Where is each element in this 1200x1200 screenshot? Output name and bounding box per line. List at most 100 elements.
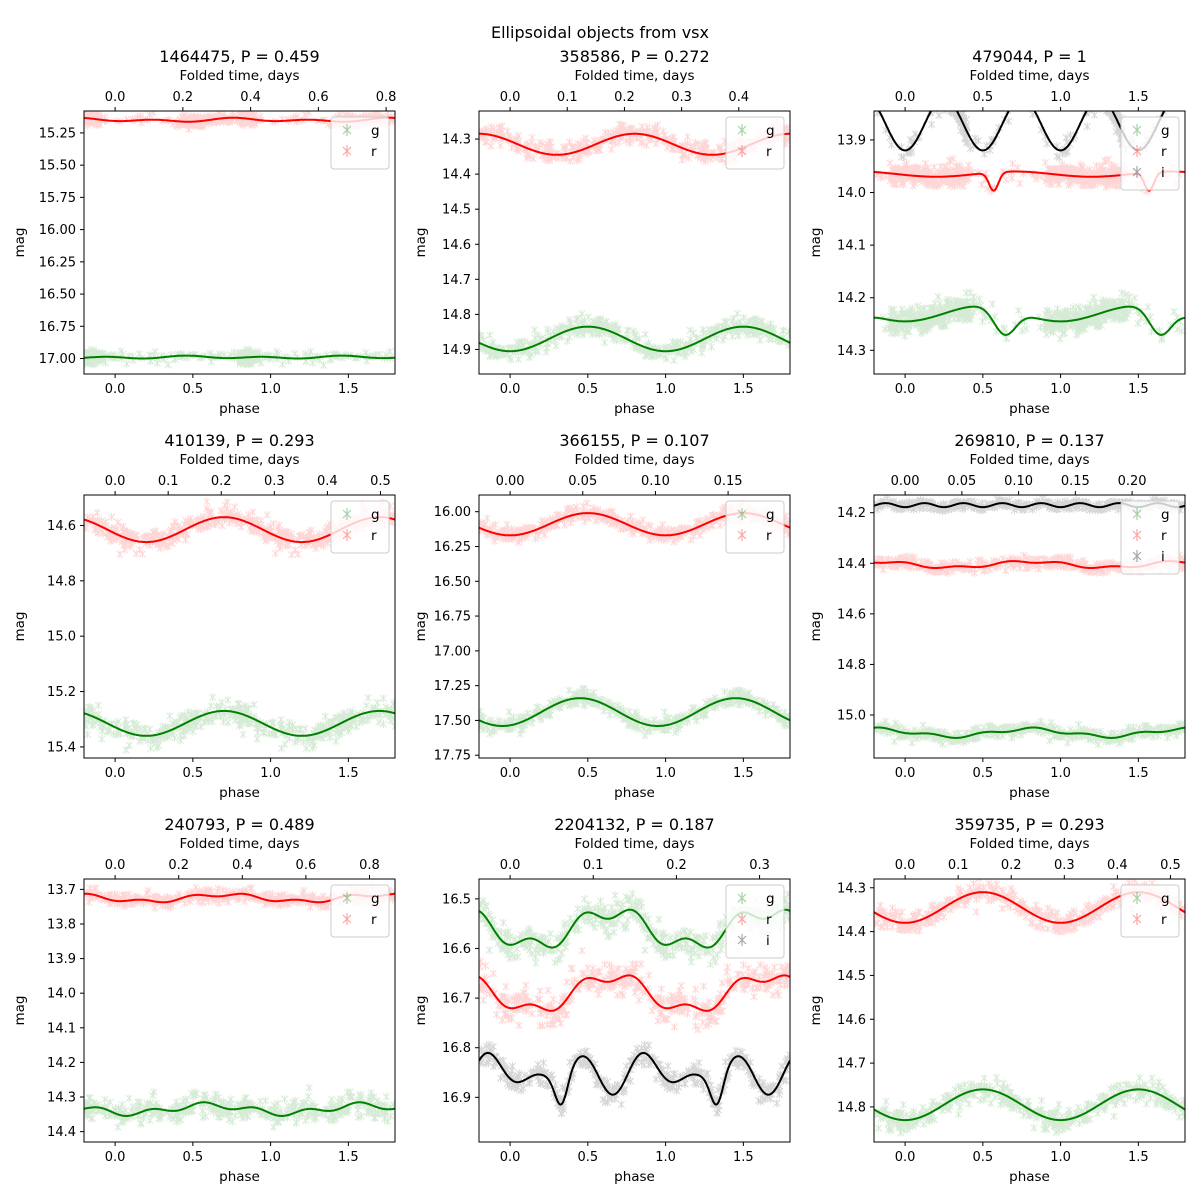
top-x-tick-label: 0.20 — [1118, 474, 1147, 489]
x-tick-label: 1.5 — [1128, 766, 1149, 781]
x-tick-label: 1.0 — [655, 1150, 676, 1165]
top-x-tick-label: 0.5 — [370, 474, 391, 489]
series-g-fit-line — [479, 697, 790, 727]
top-x-tick-label: 0.3 — [1054, 858, 1075, 873]
y-tick-label: 16.75 — [434, 610, 471, 625]
y-tick-label: 16.00 — [39, 223, 76, 238]
y-tick-label: 14.5 — [442, 203, 471, 218]
legend-marker-g — [342, 124, 352, 136]
legend: gri — [725, 884, 785, 959]
y-tick-label: 14.2 — [837, 291, 866, 306]
series-i-fit-line — [479, 1051, 790, 1106]
y-tick-label: 14.8 — [442, 308, 471, 323]
y-tick-label: 14.8 — [837, 1100, 866, 1115]
legend-label-i: i — [766, 933, 770, 949]
top-x-tick-label: 0.05 — [947, 474, 976, 489]
y-tick-label: 16.00 — [434, 505, 471, 520]
x-tick-label: 1.5 — [733, 1150, 754, 1165]
series-g-fit-line — [84, 709, 395, 737]
y-tick-label: 14.6 — [837, 1013, 866, 1028]
y-tick-label: 17.25 — [434, 679, 471, 694]
y-tick-label: 14.6 — [837, 607, 866, 622]
x-tick-label: 0.5 — [578, 382, 599, 397]
y-tick-label: 15.0 — [837, 709, 866, 724]
x-axis-label: phase — [219, 1169, 260, 1185]
x-axis-label: phase — [219, 401, 260, 417]
top-x-tick-label: 0.2 — [666, 858, 687, 873]
top-x-tick-label: 0.10 — [641, 474, 670, 489]
top-x-tick-label: 0.1 — [583, 858, 604, 873]
top-x-tick-label: 0.10 — [1004, 474, 1033, 489]
y-tick-label: 16.6 — [442, 942, 471, 957]
x-tick-label: 1.0 — [260, 766, 281, 781]
legend-frame — [725, 500, 785, 554]
y-tick-label: 14.8 — [47, 574, 76, 589]
legend: gri — [1120, 116, 1180, 191]
x-tick-label: 0.0 — [500, 1150, 521, 1165]
x-tick-label: 0.0 — [105, 382, 126, 397]
top-x-tick-label: 0.0 — [500, 858, 521, 873]
series-g-fit-line — [874, 726, 1185, 739]
x-axis-label: phase — [614, 785, 655, 801]
top-x-tick-label: 0.5 — [973, 90, 994, 105]
series-r-points — [479, 946, 790, 1034]
x-axis-label: phase — [614, 1169, 655, 1185]
legend-label-i: i — [1161, 549, 1165, 565]
top-x-tick-label: 0.4 — [728, 90, 749, 105]
y-tick-label: 14.4 — [47, 1125, 76, 1140]
y-tick-label: 17.75 — [434, 749, 471, 764]
y-axis-label: mag — [12, 228, 28, 258]
legend-label-g: g — [1161, 891, 1170, 907]
y-tick-label: 14.0 — [837, 186, 866, 201]
y-tick-label: 17.50 — [434, 714, 471, 729]
y-tick-label: 14.1 — [47, 1021, 76, 1036]
axes-frame — [83, 878, 396, 1143]
top-x-tick-label: 1.5 — [1128, 90, 1149, 105]
legend-label-r: r — [1161, 912, 1167, 928]
y-tick-label: 14.7 — [442, 273, 471, 288]
y-tick-label: 13.8 — [47, 917, 76, 932]
panel-9: 359735, P = 0.293 Folded time, days 0.0 0.5… — [808, 815, 1186, 1185]
legend-marker-g — [737, 892, 747, 904]
axes-frame — [478, 494, 791, 759]
y-tick-label: 14.7 — [837, 1057, 866, 1072]
x-tick-label: 0.5 — [578, 1150, 599, 1165]
y-tick-label: 14.3 — [837, 344, 866, 359]
series-r-points — [874, 154, 1183, 196]
x-tick-label: 0.5 — [973, 382, 994, 397]
panel-title: 410139, P = 0.293 — [164, 431, 314, 450]
x-tick-label: 0.0 — [105, 766, 126, 781]
x-tick-label: 1.0 — [260, 382, 281, 397]
axes-frame — [873, 878, 1186, 1143]
panel-4: 410139, P = 0.293 Folded time, days 0.0 0.5… — [12, 431, 396, 801]
panel-title: 240793, P = 0.489 — [164, 815, 314, 834]
figure-title: Ellipsoidal objects from vsx — [491, 23, 709, 42]
legend-marker-r — [342, 529, 352, 541]
top-x-tick-label: 0.0 — [105, 90, 126, 105]
y-axis-label: mag — [413, 612, 429, 642]
x-axis-label: phase — [1009, 401, 1050, 417]
legend-frame — [725, 116, 785, 170]
legend: gr — [330, 884, 390, 938]
legend-marker-g — [1132, 892, 1142, 904]
legend-marker-i — [737, 934, 747, 946]
x-tick-label: 0.0 — [500, 766, 521, 781]
top-x-tick-label: 0.0 — [500, 90, 521, 105]
top-x-tick-label: 0.5 — [1160, 858, 1181, 873]
y-tick-label: 14.3 — [47, 1091, 76, 1106]
x-tick-label: 1.0 — [1050, 766, 1071, 781]
legend-marker-r — [737, 145, 747, 157]
top-axis-label: Folded time, days — [970, 452, 1090, 468]
panel-title: 366155, P = 0.107 — [559, 431, 709, 450]
y-tick-label: 16.5 — [442, 892, 471, 907]
y-tick-label: 16.75 — [39, 320, 76, 335]
x-tick-label: 1.5 — [1128, 1150, 1149, 1165]
panel-title: 1464475, P = 0.459 — [159, 47, 319, 66]
top-x-tick-label: 0.15 — [1061, 474, 1090, 489]
legend-marker-g — [1132, 508, 1142, 520]
legend-frame — [725, 884, 785, 959]
legend-marker-r — [737, 529, 747, 541]
y-tick-label: 14.0 — [47, 987, 76, 1002]
axes-frame — [873, 110, 1186, 375]
